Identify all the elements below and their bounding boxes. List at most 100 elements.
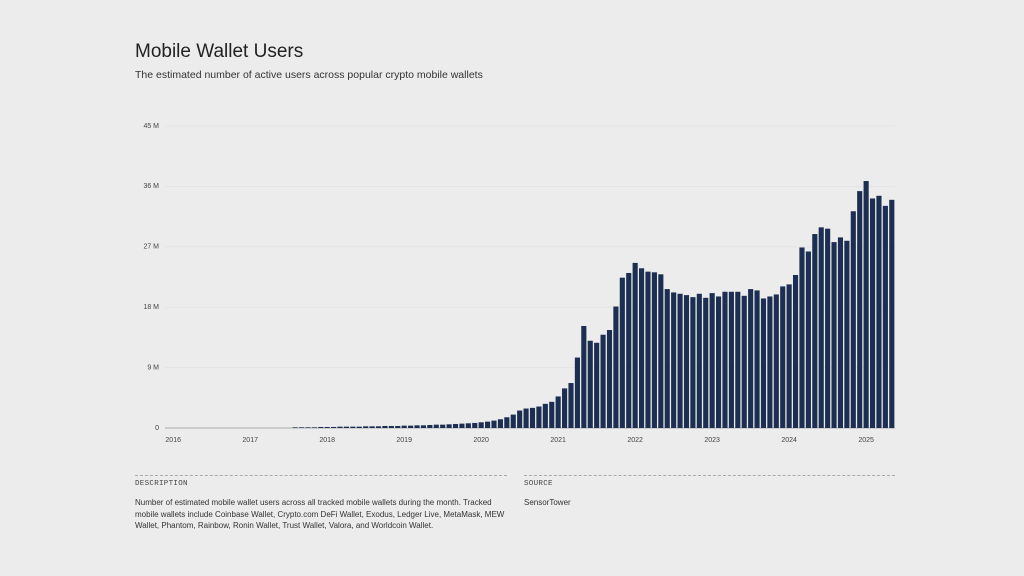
x-tick-label: 2016 <box>165 437 181 444</box>
bar <box>600 334 606 428</box>
bar <box>831 242 837 428</box>
bar <box>671 292 677 428</box>
bar <box>536 406 542 428</box>
bar <box>382 425 388 428</box>
bar <box>696 293 702 428</box>
bar <box>465 423 471 428</box>
bar <box>305 427 311 428</box>
bar <box>767 296 773 428</box>
bar <box>869 198 876 428</box>
bar <box>606 330 613 428</box>
bar <box>395 425 401 428</box>
bar <box>433 424 439 428</box>
bar <box>562 388 568 428</box>
bar <box>363 426 369 428</box>
bar <box>472 422 478 428</box>
bar <box>337 426 343 428</box>
bar <box>440 424 446 428</box>
bar <box>780 286 786 428</box>
bar <box>504 417 510 428</box>
y-tick-label: 36 M <box>143 183 159 190</box>
bar <box>754 290 760 428</box>
chart-title: Mobile Wallet Users <box>135 41 303 62</box>
bar <box>459 423 465 428</box>
bar <box>690 297 696 428</box>
bar <box>478 422 484 428</box>
bar <box>574 357 580 428</box>
bar <box>523 408 529 428</box>
bar <box>350 426 356 428</box>
bar <box>331 426 337 428</box>
bar <box>825 228 831 428</box>
bar <box>594 342 600 428</box>
bar <box>664 289 670 428</box>
bar <box>683 295 690 428</box>
bar <box>388 425 394 428</box>
bar <box>709 293 715 428</box>
bar <box>298 427 305 428</box>
description-heading: DESCRIPTION <box>135 480 188 488</box>
bar <box>318 426 324 428</box>
x-tick-label: 2021 <box>550 437 566 444</box>
bar <box>773 294 779 428</box>
bar <box>857 191 863 428</box>
bar <box>311 427 317 428</box>
source: SensorTower <box>524 498 571 507</box>
bar <box>805 251 811 428</box>
bar <box>356 426 362 428</box>
x-tick-label: 2024 <box>781 437 797 444</box>
bar <box>619 277 625 428</box>
bar <box>427 424 433 428</box>
x-tick-label: 2019 <box>396 437 412 444</box>
y-tick-label: 0 <box>155 425 159 432</box>
bar <box>613 306 619 428</box>
bar <box>549 401 555 428</box>
bar <box>587 340 593 428</box>
bar <box>408 425 414 428</box>
bar <box>414 425 420 428</box>
bar <box>850 211 856 428</box>
bar <box>568 383 574 428</box>
bar <box>863 181 869 428</box>
divider <box>524 475 895 476</box>
divider <box>135 475 507 476</box>
bar <box>876 195 882 428</box>
bar <box>292 427 298 428</box>
bar <box>722 291 728 428</box>
bar <box>369 426 375 428</box>
bar <box>651 272 657 428</box>
bar <box>792 274 799 428</box>
x-tick-label: 2020 <box>473 437 489 444</box>
bar <box>799 247 805 428</box>
bar <box>677 293 683 428</box>
x-tick-label: 2018 <box>319 437 335 444</box>
bar <box>343 426 350 428</box>
x-tick-label: 2022 <box>627 437 643 444</box>
bar <box>760 298 767 428</box>
bar <box>529 407 536 428</box>
bar <box>626 272 632 428</box>
y-tick-label: 27 M <box>143 244 159 251</box>
bar <box>837 237 844 428</box>
bar <box>324 426 330 428</box>
bar <box>844 240 850 428</box>
source-heading: SOURCE <box>524 480 553 488</box>
bar <box>818 227 824 428</box>
bar <box>658 274 664 428</box>
bar <box>741 295 747 428</box>
bar <box>497 419 503 428</box>
bar <box>555 396 561 428</box>
bar <box>728 291 734 428</box>
bar <box>748 289 754 428</box>
bar <box>882 205 888 428</box>
description: Number of estimated mobile wallet users … <box>135 498 505 530</box>
bar <box>703 297 709 428</box>
bar <box>420 425 426 428</box>
bar <box>735 291 741 428</box>
bar <box>446 424 452 428</box>
bar <box>889 199 895 428</box>
bar <box>639 268 645 428</box>
x-tick-label: 2025 <box>858 437 874 444</box>
